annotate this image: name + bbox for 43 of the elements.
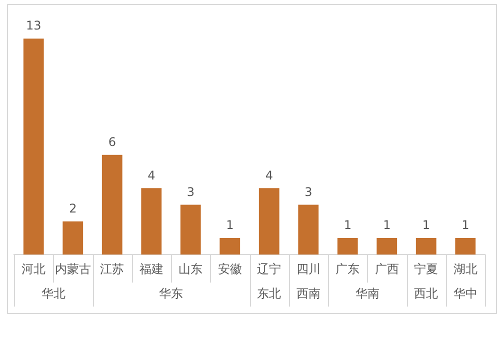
x-tick-label: 内蒙古 xyxy=(54,262,91,276)
bar xyxy=(298,204,319,255)
bar xyxy=(376,238,398,255)
data-label: 4 xyxy=(148,168,156,182)
data-label: 1 xyxy=(462,218,470,232)
data-label: 1 xyxy=(226,218,234,232)
bar xyxy=(258,188,280,255)
data-label: 1 xyxy=(344,218,352,232)
data-label: 4 xyxy=(265,168,273,182)
data-label: 3 xyxy=(186,184,194,199)
data-label: 13 xyxy=(26,18,42,33)
bar xyxy=(416,238,436,255)
data-label: 1 xyxy=(383,218,391,232)
bar xyxy=(455,238,476,255)
x-tick-label: 福建 xyxy=(139,262,164,276)
bar xyxy=(62,221,84,255)
text: 华东 xyxy=(159,286,183,301)
text: 华中 xyxy=(453,286,478,301)
data-label: 1 xyxy=(422,218,430,232)
x-tick-label: 江苏 xyxy=(100,262,124,276)
text: 华北 xyxy=(41,286,66,301)
text: 东北 xyxy=(257,286,282,301)
bar xyxy=(23,38,44,255)
x-tick-label: 湖北 xyxy=(453,262,478,276)
x-tick-label: 安徽 xyxy=(218,262,242,276)
x-tick-label: 广西 xyxy=(374,262,399,276)
data-label: 3 xyxy=(304,184,312,199)
bar xyxy=(141,188,162,255)
x-tick-label: 四川 xyxy=(296,262,320,276)
text: 西北 xyxy=(414,286,438,301)
x-tick-label: 广东 xyxy=(336,262,360,276)
x-tick-label: 辽宁 xyxy=(257,262,282,276)
x-tick-label: 山东 xyxy=(178,262,203,276)
data-label: 6 xyxy=(108,135,116,150)
x-tick-label: 宁夏 xyxy=(414,262,438,276)
text: 华南 xyxy=(355,286,380,301)
bar xyxy=(220,238,240,255)
bar xyxy=(102,154,122,255)
bar xyxy=(180,204,201,255)
data-label: 2 xyxy=(69,201,77,216)
x-tick-label: 河北 xyxy=(22,262,46,276)
bar xyxy=(337,238,358,255)
text: 西南 xyxy=(296,286,320,301)
